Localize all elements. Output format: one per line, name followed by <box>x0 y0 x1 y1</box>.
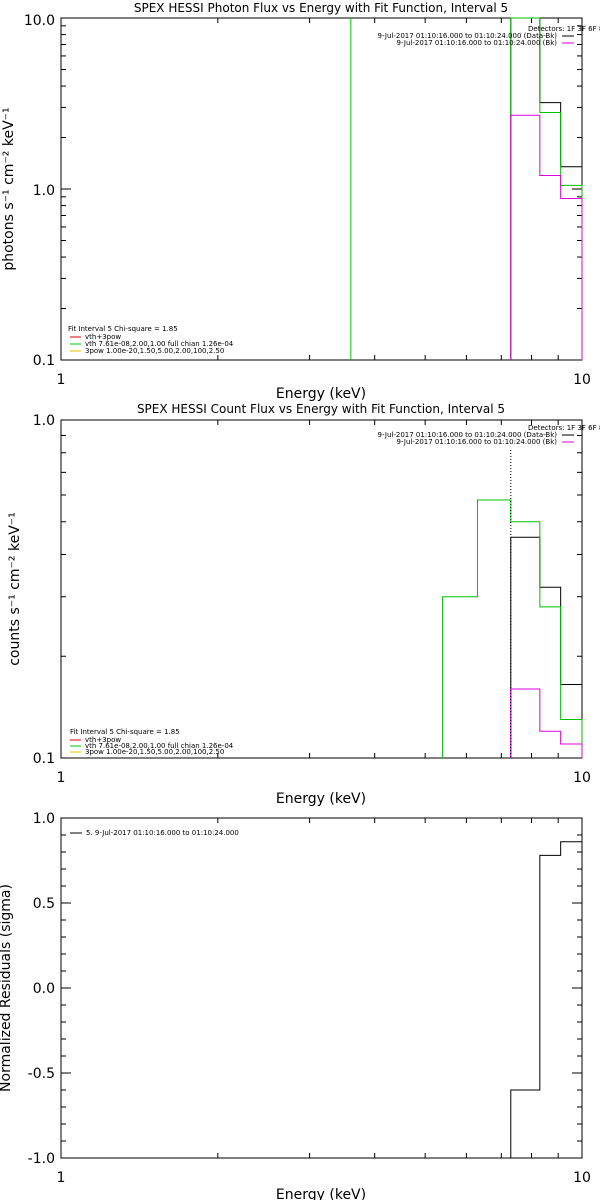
residuals-ylabel: Normalized Residuals (sigma) <box>0 884 14 1092</box>
photon-flux-series-0-step <box>510 17 583 360</box>
count-flux-legend-vth: vth 7.61e-08,2.00,1.00 full chian 1.26e-… <box>85 742 234 750</box>
count-flux-legend-fit: Fit Interval 5 Chi-square = 1.85 <box>70 728 180 736</box>
residuals-plot-frame <box>60 817 583 1159</box>
residuals-ytick-1.0: 1.0 <box>33 811 55 827</box>
photon-flux-ytick-1.0: 1.0 <box>33 183 55 199</box>
residuals-ytick-neg0.5: -0.5 <box>28 1066 55 1082</box>
photon-flux-legend-vth: vth 7.61e-08,2.00,1.00 full chian 1.26e-… <box>85 340 234 348</box>
photon-flux-xtick-1: 1 <box>57 372 66 388</box>
count-flux-ylabel: counts s⁻¹ cm⁻² keV⁻¹ <box>7 512 23 666</box>
photon-flux-legend-3pow: 3pow 1.00e-20,1.50,5.00,2.00,100,2.50 <box>85 347 224 355</box>
count-flux-ytick-0.1: 0.1 <box>33 751 55 767</box>
photon-flux-legend-vth3pow: vth+3pow <box>85 333 121 341</box>
count-flux-legend-vth3pow: vth+3pow <box>85 736 121 744</box>
residuals-ytick-0.0: 0.0 <box>33 981 55 997</box>
count-flux-series-2-step <box>510 688 583 758</box>
count-flux-legend-topright: Detectors: 1F 3F 6F 8F 9-Jul-2017 01:10:… <box>378 424 600 446</box>
count-flux-legend-data-bk: 9-Jul-2017 01:10:16.000 to 01:10:24.000 … <box>378 431 558 439</box>
residuals-xlabel: Energy (keV) <box>276 1187 366 1200</box>
count-flux-legend-detectors: Detectors: 1F 3F 6F 8F <box>528 424 600 432</box>
residuals-legend-label: 5. 9-Jul-2017 01:10:16.000 to 01:10:24.0… <box>86 829 239 837</box>
photon-flux-series-2-step <box>510 114 583 360</box>
photon-flux-legend-topright: Detectors: 1F 3F 6F 8F 9-Jul-2017 01:10:… <box>378 25 600 47</box>
count-flux-plot-frame <box>60 419 583 759</box>
count-flux-panel: SPEX HESSI Count Flux vs Energy with Fit… <box>7 402 600 807</box>
photon-flux-xlabel: Energy (keV) <box>276 386 366 402</box>
count-flux-series-0-step <box>510 536 583 758</box>
photon-flux-panel: SPEX HESSI Photon Flux vs Energy with Fi… <box>1 1 600 402</box>
residuals-xtick-1: 1 <box>57 1170 66 1186</box>
photon-flux-ticks <box>60 17 583 361</box>
residuals-ytick-0.5: 0.5 <box>33 896 55 912</box>
count-flux-legend-3pow: 3pow 1.00e-20,1.50,5.00,2.00,100,2.50 <box>85 748 224 756</box>
photon-flux-plot-frame <box>60 17 583 361</box>
residuals-ytick-neg1.0: -1.0 <box>28 1151 55 1167</box>
residuals-panel: 1 10 -1.0 -0.5 0.0 0.5 1.0 Energy (keV) … <box>0 811 591 1203</box>
photon-flux-legend-data-bk: 9-Jul-2017 01:10:16.000 to 01:10:24.000 … <box>378 32 558 40</box>
count-flux-title: SPEX HESSI Count Flux vs Energy with Fit… <box>137 402 505 416</box>
count-flux-xtick-1: 1 <box>57 770 66 786</box>
photon-flux-ylabel: photons s⁻¹ cm⁻² keV⁻¹ <box>1 107 17 270</box>
count-flux-ytick-1.0: 1.0 <box>33 413 55 429</box>
count-flux-xtick-10: 10 <box>573 770 591 786</box>
count-flux-xlabel: Energy (keV) <box>276 791 366 807</box>
photon-flux-series <box>350 17 583 360</box>
photon-flux-legend-detectors: Detectors: 1F 3F 6F 8F <box>528 25 600 33</box>
photon-flux-ytick-10.0: 10.0 <box>24 13 55 29</box>
count-flux-series-1-step <box>442 499 583 758</box>
count-flux-series <box>442 450 583 758</box>
photon-flux-legend-bottomleft: Fit Interval 5 Chi-square = 1.85 vth+3po… <box>68 325 234 355</box>
residuals-legend: 5. 9-Jul-2017 01:10:16.000 to 01:10:24.0… <box>70 829 239 837</box>
photon-flux-series-1-step <box>510 17 583 360</box>
residuals-series <box>510 841 583 1158</box>
count-flux-legend-bk: 9-Jul-2017 01:10:16.000 to 01:10:24.000 … <box>397 438 558 446</box>
photon-flux-legend-bk: 9-Jul-2017 01:10:16.000 to 01:10:24.000 … <box>397 39 558 47</box>
residuals-xtick-10: 10 <box>573 1170 591 1186</box>
residuals-ticks <box>60 817 583 1159</box>
photon-flux-legend-fit: Fit Interval 5 Chi-square = 1.85 <box>68 325 178 333</box>
residuals-series-0-step <box>510 841 583 1158</box>
count-flux-legend-bottomleft: Fit Interval 5 Chi-square = 1.85 vth+3po… <box>70 728 234 756</box>
photon-flux-ytick-0.1: 0.1 <box>33 353 55 369</box>
count-flux-ticks <box>60 419 583 759</box>
photon-flux-title: SPEX HESSI Photon Flux vs Energy with Fi… <box>134 1 508 15</box>
photon-flux-xtick-10: 10 <box>573 372 591 388</box>
